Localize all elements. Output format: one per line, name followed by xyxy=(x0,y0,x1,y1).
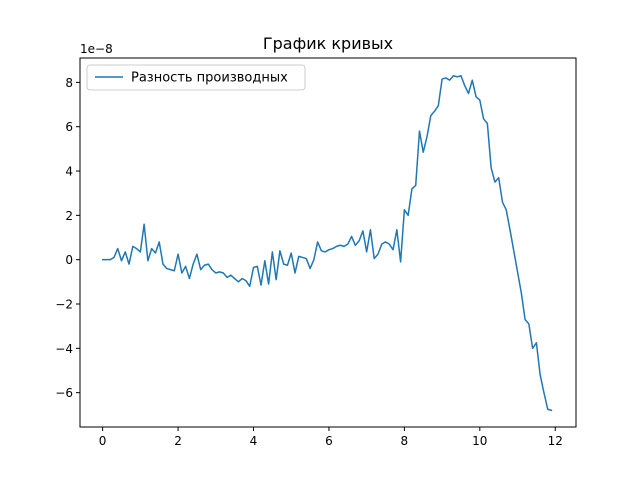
x-tick-label: 8 xyxy=(401,434,409,448)
y-tick-label: 4 xyxy=(65,165,73,179)
x-tick-label: 4 xyxy=(250,434,258,448)
plot-area xyxy=(80,58,576,427)
legend-box xyxy=(86,64,306,91)
y-tick-label: 0 xyxy=(65,253,73,267)
legend: Разность производных xyxy=(86,64,306,91)
x-tick-label: 6 xyxy=(325,434,333,448)
legend-label: Разность производных xyxy=(131,71,288,86)
y-offset-label: 1e−8 xyxy=(80,42,113,56)
y-tick-label: 8 xyxy=(65,76,73,90)
y-tick-label: 2 xyxy=(65,209,73,223)
axis-ticks: 0 2 4 6 8 10 12 −6 −4 −2 0 2 4 6 8 xyxy=(55,76,563,448)
x-tick-label: 2 xyxy=(174,434,182,448)
x-tick-label: 0 xyxy=(99,434,107,448)
y-tick-label: 6 xyxy=(65,120,73,134)
y-tick-label: −4 xyxy=(55,342,73,356)
plot-frame xyxy=(79,57,577,428)
chart-title: График кривых xyxy=(263,34,393,53)
x-tick-label: 10 xyxy=(472,434,487,448)
series-line xyxy=(101,74,553,412)
x-tick-label: 12 xyxy=(548,434,563,448)
series-layer xyxy=(101,74,553,412)
y-tick-label: −2 xyxy=(55,298,73,312)
y-tick-label: −6 xyxy=(55,386,73,400)
